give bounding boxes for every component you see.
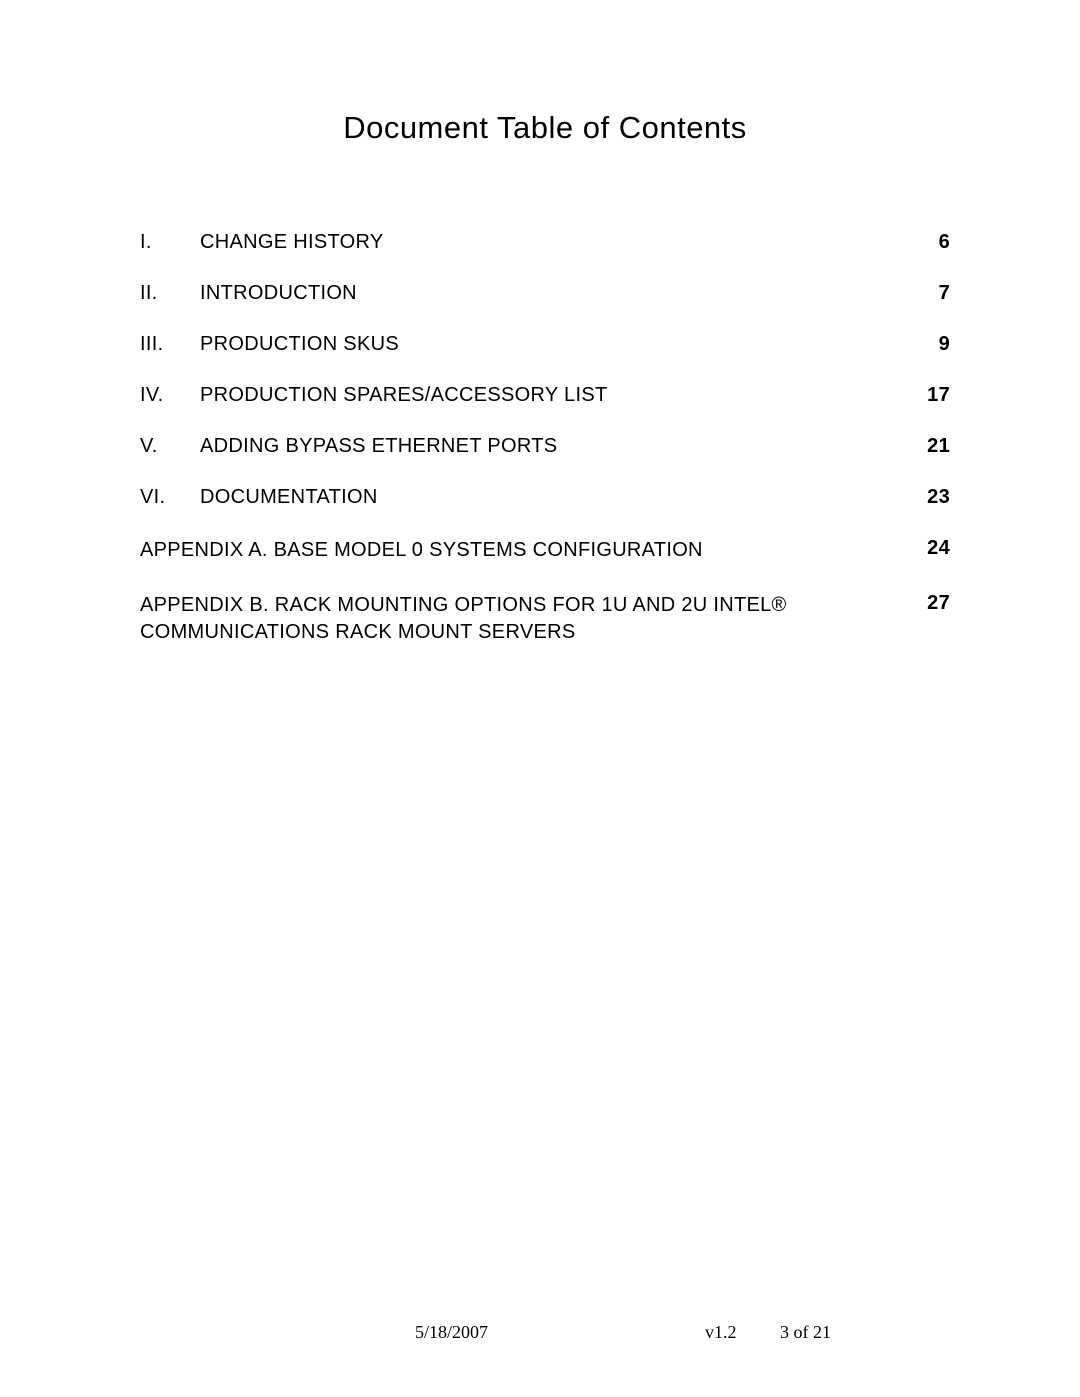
toc-label: DOCUMENTATION xyxy=(200,486,910,509)
toc-label: PRODUCTION SKUS xyxy=(200,333,910,356)
toc-page: 17 xyxy=(910,384,950,407)
toc-label: PRODUCTION SPARES/ACCESSORY LIST xyxy=(200,384,910,407)
toc-label: CHANGE HISTORY xyxy=(200,231,910,254)
footer-page: 3 of 21 xyxy=(780,1322,831,1343)
toc-row: V. ADDING BYPASS ETHERNET PORTS 21 xyxy=(140,435,950,458)
footer-date: 5/18/2007 xyxy=(415,1322,488,1343)
toc-number: VI. xyxy=(140,486,200,509)
footer-version: v1.2 xyxy=(705,1322,737,1343)
page-title: Document Table of Contents xyxy=(140,110,950,146)
toc-row: IV. PRODUCTION SPARES/ACCESSORY LIST 17 xyxy=(140,384,950,407)
toc-appendix-row: APPENDIX B. RACK MOUNTING OPTIONS FOR 1U… xyxy=(140,592,950,646)
toc-row: II. INTRODUCTION 7 xyxy=(140,282,950,305)
toc-number: II. xyxy=(140,282,200,305)
toc-number: I. xyxy=(140,231,200,254)
toc-number: IV. xyxy=(140,384,200,407)
toc-row: VI. DOCUMENTATION 23 xyxy=(140,486,950,509)
toc-page: 23 xyxy=(910,486,950,509)
toc-row: III. PRODUCTION SKUS 9 xyxy=(140,333,950,356)
toc-row: I. CHANGE HISTORY 6 xyxy=(140,231,950,254)
toc-page: 9 xyxy=(910,333,950,356)
toc-label: APPENDIX A. BASE MODEL 0 SYSTEMS CONFIGU… xyxy=(140,537,910,564)
toc-number: III. xyxy=(140,333,200,356)
toc-page: 7 xyxy=(910,282,950,305)
toc-label: ADDING BYPASS ETHERNET PORTS xyxy=(200,435,910,458)
table-of-contents: I. CHANGE HISTORY 6 II. INTRODUCTION 7 I… xyxy=(140,231,950,646)
toc-appendix-row: APPENDIX A. BASE MODEL 0 SYSTEMS CONFIGU… xyxy=(140,537,950,564)
document-page: Document Table of Contents I. CHANGE HIS… xyxy=(0,0,1080,1397)
toc-page: 27 xyxy=(910,592,950,615)
toc-label: APPENDIX B. RACK MOUNTING OPTIONS FOR 1U… xyxy=(140,592,910,646)
toc-number: V. xyxy=(140,435,200,458)
toc-page: 24 xyxy=(910,537,950,560)
toc-label: INTRODUCTION xyxy=(200,282,910,305)
toc-page: 21 xyxy=(910,435,950,458)
toc-page: 6 xyxy=(910,231,950,254)
